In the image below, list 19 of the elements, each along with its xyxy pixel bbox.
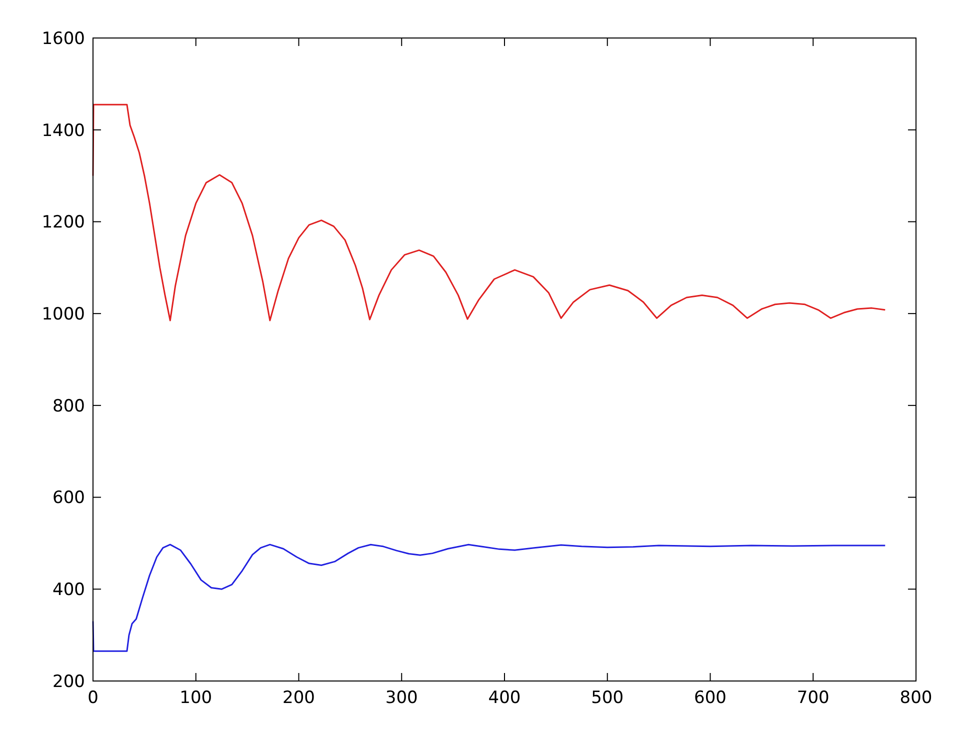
x-tick-label: 100 — [180, 688, 212, 708]
x-tick-label: 300 — [385, 688, 418, 708]
x-tick-label: 500 — [591, 688, 624, 708]
y-tick-label: 200 — [52, 672, 85, 692]
y-tick-label: 1400 — [42, 120, 85, 141]
y-tick-label: 1200 — [42, 212, 85, 233]
y-tick-label: 800 — [52, 396, 85, 416]
y-tick-label: 1000 — [42, 304, 85, 325]
y-tick-label: 600 — [52, 488, 85, 508]
x-tick-label: 700 — [796, 688, 830, 708]
y-tick-label: 400 — [52, 580, 85, 600]
line-series — [92, 544, 886, 652]
y-tick-label: 1600 — [42, 28, 85, 49]
x-tick-label: 600 — [694, 688, 726, 708]
x-tick-label: 0 — [88, 688, 98, 708]
x-tick-label: 400 — [488, 688, 521, 708]
x-tick-label: 800 — [900, 688, 932, 708]
x-tick-label: 200 — [282, 688, 315, 708]
line-series — [92, 104, 886, 322]
